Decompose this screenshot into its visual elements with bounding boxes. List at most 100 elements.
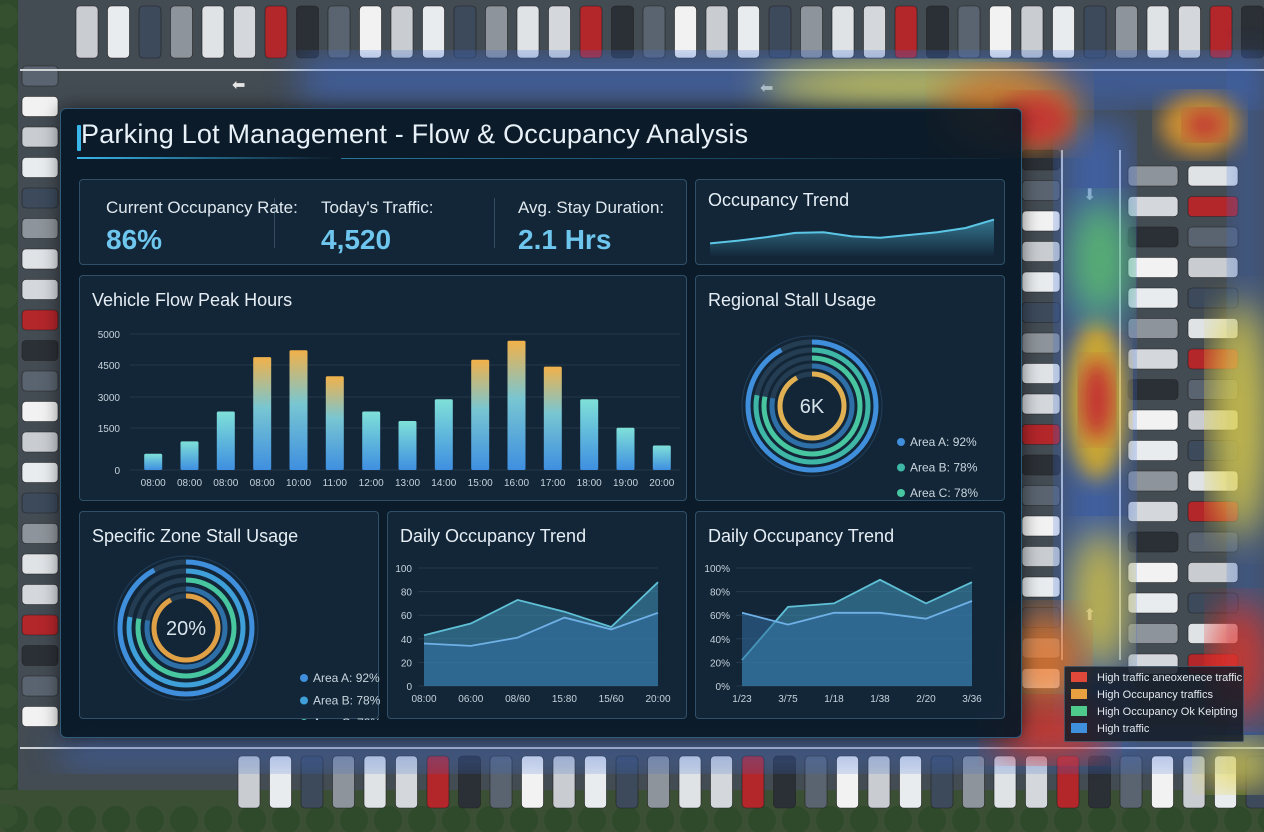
donut-ring-area-d — [144, 586, 228, 670]
tree — [1224, 806, 1252, 832]
x-tick-label: 15:80 — [552, 694, 577, 705]
peak-hours-card[interactable]: Vehicle Flow Peak Hours 5000 4500 3000 1500… — [79, 275, 687, 501]
parked-car — [1021, 302, 1061, 323]
bar — [325, 376, 344, 470]
parked-car — [1021, 149, 1061, 171]
tree — [578, 806, 606, 832]
kpi-stay-value: 2.1 Hrs — [518, 224, 612, 255]
parked-car — [1127, 470, 1179, 492]
parked-car — [75, 5, 99, 59]
parked-car — [674, 5, 697, 59]
bar — [616, 427, 635, 470]
x-tick-label: 20:00 — [649, 478, 674, 489]
kpi-traffic-value: 4,520 — [321, 224, 392, 255]
parked-car — [21, 340, 59, 361]
parked-car — [705, 5, 729, 59]
parked-car — [138, 5, 162, 59]
tree — [1190, 806, 1218, 832]
x-tick-label: 14:00 — [431, 478, 456, 489]
zone-usage-card[interactable]: Specific Zone Stall Usage 20% Area A: 92%… — [79, 511, 380, 720]
parked-car — [642, 5, 666, 59]
parked-car — [296, 5, 319, 59]
bar — [543, 366, 562, 470]
donut-ring-area-c — [761, 355, 863, 457]
area-line-1 — [741, 578, 973, 661]
tree — [1054, 806, 1082, 832]
y-tick-label: 60 — [401, 611, 413, 622]
parked-car — [1127, 318, 1179, 339]
parked-car — [359, 5, 382, 59]
dashboard-panel: Parking Lot Management - Flow & Occupanc… — [60, 108, 1022, 738]
x-tick-label: 08:00 — [250, 478, 275, 489]
tree — [340, 806, 368, 832]
parked-car — [1127, 196, 1179, 217]
parked-car — [1127, 592, 1179, 614]
heat-map-overlay — [60, 55, 1264, 790]
legend-dot — [897, 489, 905, 497]
x-tick-label: 16:00 — [504, 478, 529, 489]
tree — [1258, 808, 1264, 832]
parked-car — [1127, 409, 1179, 431]
tree — [0, 484, 18, 508]
parked-car — [1021, 485, 1061, 506]
donut-outer-ring — [113, 555, 259, 701]
legend-swatch — [1071, 723, 1087, 733]
parked-car — [233, 5, 256, 59]
x-tick-label: 08:00 — [177, 478, 202, 489]
tree — [0, 604, 18, 628]
zone-usage-title: Specific Zone Stall Usage — [92, 526, 299, 546]
x-tick-label: 11:00 — [323, 478, 348, 489]
parked-car — [21, 157, 59, 178]
area-line-2 — [741, 600, 973, 626]
tree-row — [0, 4, 1264, 832]
parked-car — [1021, 271, 1061, 293]
daily-trend-card-2[interactable]: Daily Occupancy Trend 100% 80% 60% 40% 20% 0%… — [695, 511, 1005, 719]
x-tick-label: 12:00 — [359, 478, 384, 489]
tree — [0, 364, 18, 388]
x-tick-label: 19:00 — [613, 478, 638, 489]
regional-usage-card[interactable]: Regional Stall Usage 6K Area A: 92% Area B… — [695, 275, 1005, 501]
tree — [34, 806, 62, 832]
tree — [0, 804, 18, 828]
occupancy-trend-card[interactable]: Occupancy Trend — [695, 179, 1005, 265]
occupancy-trend-title: Occupancy Trend — [708, 190, 850, 210]
daily-trend-card-1[interactable]: Daily Occupancy Trend 100 80 60 40 20 0 08:00 0… — [387, 511, 687, 719]
parked-car — [21, 218, 59, 239]
legend-label: Area C: 78% — [313, 716, 380, 720]
parked-car — [1021, 454, 1061, 476]
donut-ring-area-a — [745, 339, 879, 473]
y-tick-label: 5000 — [98, 330, 121, 341]
y-tick-label: 100% — [704, 564, 730, 575]
parked-car — [1127, 287, 1179, 309]
bar — [362, 411, 381, 470]
parked-car — [21, 126, 59, 148]
parked-car — [1127, 257, 1179, 278]
donut-ring-area-b — [126, 568, 246, 688]
y-tick-label: 80% — [710, 588, 730, 599]
tree — [238, 806, 266, 832]
parked-car — [1127, 165, 1179, 187]
legend-label: Area C: 78% — [910, 486, 978, 500]
tree — [680, 806, 708, 832]
parked-car — [1241, 5, 1264, 59]
tree — [102, 806, 130, 832]
parked-car — [485, 5, 508, 59]
bar — [434, 399, 453, 470]
x-tick-label: 18:00 — [577, 478, 602, 489]
donut-ring-area-e — [777, 371, 847, 441]
tree — [748, 806, 776, 832]
parked-car — [1021, 180, 1061, 201]
tree — [272, 806, 300, 832]
y-tick-label: 40 — [401, 635, 413, 646]
x-tick-label: 08/60 — [505, 694, 530, 705]
tree — [986, 806, 1014, 832]
title-accent-bar — [77, 125, 81, 151]
bar — [216, 411, 235, 470]
parked-car — [107, 5, 130, 59]
donut-ring-area-a — [117, 559, 255, 697]
tree — [0, 284, 18, 308]
title-underline — [77, 157, 337, 159]
tree — [476, 806, 504, 832]
tree — [612, 806, 640, 832]
dashboard-title: Parking Lot Management - Flow & Occupanc… — [81, 119, 749, 149]
